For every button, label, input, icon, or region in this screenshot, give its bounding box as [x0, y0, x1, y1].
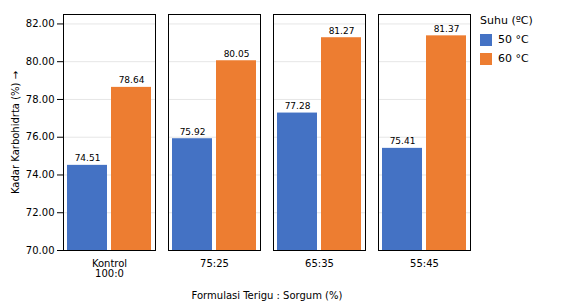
- svg-text:80.00: 80.00: [26, 56, 55, 67]
- svg-text:74.51: 74.51: [75, 153, 101, 163]
- svg-text:Formulasi Terigu : Sorgum (%): Formulasi Terigu : Sorgum (%): [192, 290, 343, 301]
- svg-text:75.92: 75.92: [180, 127, 206, 137]
- svg-text:81.27: 81.27: [329, 26, 355, 36]
- svg-text:Kontrol100:0: Kontrol100:0: [92, 258, 127, 279]
- html-text:50 °C: 50 °C: [498, 33, 529, 46]
- svg-text:81.37: 81.37: [434, 24, 460, 34]
- html-text:60 °C: 60 °C: [498, 52, 529, 65]
- svg-text:70.00: 70.00: [26, 245, 55, 256]
- svg-text:Kadar Karbohidrta (%) →: Kadar Karbohidrta (%) →: [10, 71, 21, 194]
- svg-text:75:25: 75:25: [200, 258, 229, 269]
- html-text:Suhu (ºC): Suhu (ºC): [480, 14, 533, 27]
- svg-text:55:45: 55:45: [410, 258, 439, 269]
- svg-text:80.05: 80.05: [224, 49, 250, 59]
- svg-text:72.00: 72.00: [26, 207, 55, 218]
- svg-text:82.00: 82.00: [26, 18, 55, 29]
- svg-text:78.64: 78.64: [119, 75, 145, 85]
- svg-text:77.28: 77.28: [285, 101, 311, 111]
- svg-text:78.00: 78.00: [26, 94, 55, 105]
- svg-text:65:35: 65:35: [305, 258, 334, 269]
- svg-text:74.00: 74.00: [26, 169, 55, 180]
- svg-text:76.00: 76.00: [26, 131, 55, 142]
- svg-text:75.41: 75.41: [390, 136, 416, 146]
